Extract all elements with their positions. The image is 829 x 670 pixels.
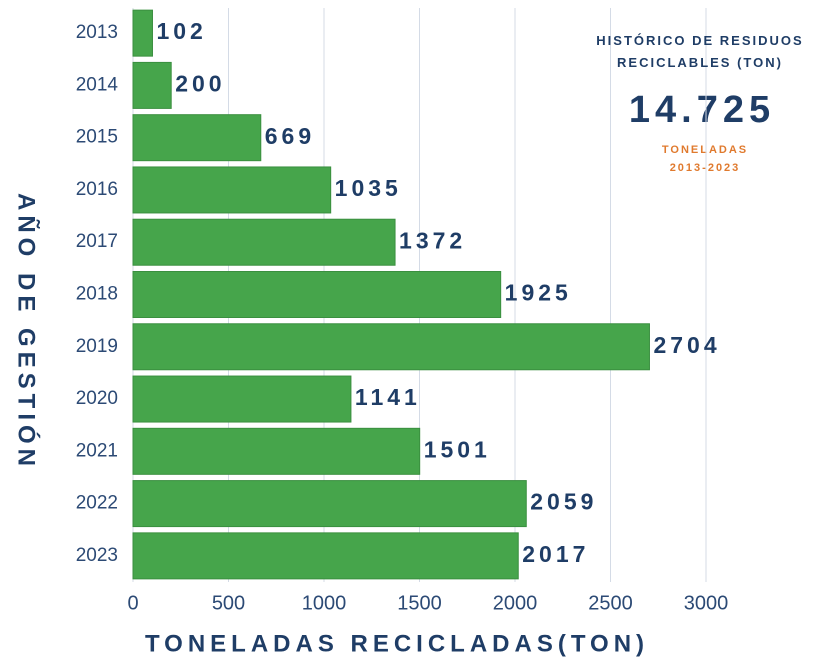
bar (132, 61, 172, 109)
bar (132, 532, 519, 580)
y-tick-label: 2022 (76, 493, 118, 514)
y-tick-label: 2021 (76, 440, 118, 461)
value-label: 1925 (505, 280, 572, 306)
units-note: TONELADAS (662, 144, 748, 156)
y-tick-label: 2020 (76, 388, 118, 409)
value-label: 200 (175, 70, 225, 96)
value-label: 2059 (530, 489, 597, 515)
y-tick-label: 2016 (76, 179, 118, 200)
x-tick-label: 2000 (493, 592, 538, 614)
bar (132, 166, 332, 214)
x-tick-label: 500 (212, 592, 245, 614)
total: 14.725 (629, 89, 775, 131)
value-label: 1372 (399, 227, 466, 253)
x-tick-label: 3000 (684, 592, 729, 614)
x-axis-label: TONELADAS RECICLADAS(TON) (145, 630, 649, 657)
value-label: 1501 (424, 436, 491, 462)
y-tick-label: 2013 (76, 22, 118, 43)
x-tick-label: 2500 (588, 592, 633, 614)
bar (132, 323, 650, 371)
value-label: 2704 (653, 332, 720, 358)
y-tick-label: 2017 (76, 231, 118, 252)
bar (132, 9, 153, 57)
bar (132, 218, 396, 266)
y-tick-label: 2019 (76, 336, 118, 357)
bar (132, 114, 262, 162)
chart-title: HISTÓRICO DE RESIDUOS RECICLABLES (TON) (596, 33, 804, 70)
value-label: 1141 (355, 384, 421, 410)
x-tick-label: 1000 (302, 592, 347, 614)
bar (132, 427, 421, 475)
value-label: 1035 (335, 175, 402, 201)
x-tick-label: 1500 (397, 592, 442, 614)
value-label: 669 (265, 123, 315, 149)
y-axis-label: AÑO DE GESTIÓN (13, 193, 41, 471)
y-tick-label: 2015 (76, 127, 118, 148)
y-tick-label: 2018 (76, 284, 118, 305)
value-label: 2017 (522, 541, 589, 567)
period-note: 2013-2023 (670, 162, 741, 174)
x-tick-label: 0 (127, 592, 138, 614)
bar (132, 271, 502, 318)
y-tick-label: 2014 (76, 74, 119, 95)
y-tick-label: 2023 (76, 545, 118, 566)
value-label: 102 (156, 18, 206, 44)
bar (132, 480, 527, 528)
bar (132, 375, 352, 423)
